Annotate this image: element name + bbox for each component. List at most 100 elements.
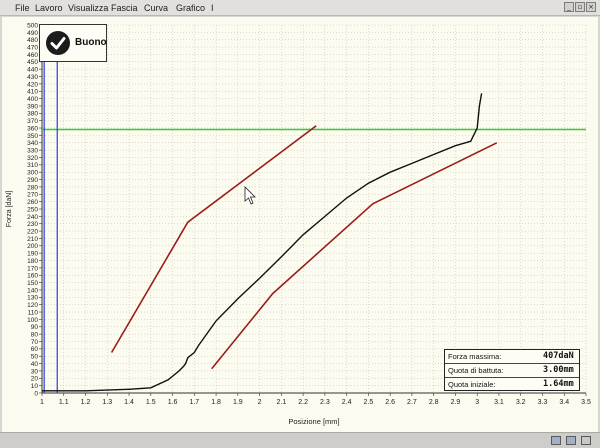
x-tick-label: 3.3 xyxy=(538,399,548,406)
y-tick-label: 350 xyxy=(27,133,38,140)
y-tick-label: 480 xyxy=(27,37,38,44)
y-tick-label: 80 xyxy=(31,332,39,339)
x-tick-label: 2 xyxy=(258,399,262,406)
y-tick-label: 340 xyxy=(27,140,38,147)
y-tick-label: 50 xyxy=(31,354,39,361)
y-tick-label: 230 xyxy=(27,221,38,228)
menu-help[interactable]: I xyxy=(211,3,214,13)
upper-limit-line xyxy=(110,125,317,353)
x-tick-label: 1 xyxy=(40,399,44,406)
menu-curva[interactable]: Curva xyxy=(144,3,169,13)
x-tick-label: 1.2 xyxy=(81,399,91,406)
x-tick-labels: 1 1.1 1.2 1.3 1.4 1.5 1.6 1.7 1.8 1.9 2 2.1 2.2 2.3 2.… xyxy=(40,399,591,406)
menu-bar: File Lavoro Visualizza Fascia Curva Graf… xyxy=(0,0,600,16)
menu-visualizza[interactable]: Visualizza xyxy=(68,3,109,13)
max-force-value: 407daN xyxy=(543,351,574,361)
x-tick-label: 1.9 xyxy=(233,399,243,406)
y-tick-label: 130 xyxy=(27,295,38,302)
y-tick-label: 470 xyxy=(27,44,38,51)
y-tick-label: 0 xyxy=(34,390,38,397)
y-tick-label: 150 xyxy=(27,280,38,287)
y-tick-label: 320 xyxy=(27,155,38,162)
y-tick-label: 100 xyxy=(27,317,38,324)
y-tick-label: 240 xyxy=(27,214,38,221)
menu-fascia[interactable]: Fascia xyxy=(111,3,138,13)
status-label: Buono xyxy=(75,37,107,48)
results-box: Forza massima: 407daN Quota di battuta: … xyxy=(444,349,580,391)
x-tick-label: 2.3 xyxy=(320,399,330,406)
y-tick-label: 220 xyxy=(27,228,38,235)
menu-lavoro[interactable]: Lavoro xyxy=(35,3,63,13)
close-button[interactable]: × xyxy=(586,2,596,12)
y-tick-label: 190 xyxy=(27,251,38,258)
x-tick-label: 1.8 xyxy=(211,399,221,406)
minimize-button[interactable]: _ xyxy=(564,2,574,12)
x-tick-label: 1.7 xyxy=(189,399,199,406)
stop-position-label: Quota di battuta: xyxy=(448,366,504,375)
check-icon xyxy=(46,31,70,55)
y-tick-label: 380 xyxy=(27,111,38,118)
x-axis-label: Posizione [mm] xyxy=(288,417,339,426)
y-tick-label: 210 xyxy=(27,236,38,243)
y-tick-label: 460 xyxy=(27,52,38,59)
x-tick-label: 2.9 xyxy=(451,399,461,406)
y-tick-label: 420 xyxy=(27,81,38,88)
y-tick-label: 370 xyxy=(27,118,38,125)
y-tick-label: 250 xyxy=(27,206,38,213)
result-row: Quota di battuta: 3.00mm xyxy=(445,364,579,378)
x-tick-label: 1.3 xyxy=(102,399,112,406)
result-row: Forza massima: 407daN xyxy=(445,350,579,364)
y-tick-label: 410 xyxy=(27,89,38,96)
y-tick-label: 170 xyxy=(27,265,38,272)
y-tick-label: 290 xyxy=(27,177,38,184)
network-icon xyxy=(551,436,561,445)
y-tick-label: 430 xyxy=(27,74,38,81)
y-tick-label: 10 xyxy=(31,383,39,390)
y-tick-label: 40 xyxy=(31,361,39,368)
y-axis-label: Forza [daN] xyxy=(6,191,13,228)
y-tick-label: 280 xyxy=(27,184,38,191)
x-tick-label: 3.4 xyxy=(559,399,569,406)
y-tick-label: 180 xyxy=(27,258,38,265)
x-tick-label: 1.1 xyxy=(59,399,69,406)
x-tick-label: 2.8 xyxy=(429,399,439,406)
y-tick-label: 390 xyxy=(27,103,38,110)
y-tick-label: 300 xyxy=(27,170,38,177)
start-position-label: Quota iniziale: xyxy=(448,380,496,389)
y-tick-label: 200 xyxy=(27,243,38,250)
x-tick-label: 2.5 xyxy=(364,399,374,406)
x-tick-label: 2.7 xyxy=(407,399,417,406)
y-tick-label: 270 xyxy=(27,192,38,199)
restore-button[interactable]: ▫ xyxy=(575,2,585,12)
y-tick-label: 140 xyxy=(27,287,38,294)
y-tick-label: 450 xyxy=(27,59,38,66)
stop-position-value: 3.00mm xyxy=(543,365,574,375)
start-position-value: 1.64mm xyxy=(543,379,574,389)
y-tick-label: 120 xyxy=(27,302,38,309)
mouse-cursor-icon xyxy=(244,186,256,205)
lower-limit-line xyxy=(211,142,498,370)
y-tick-label: 60 xyxy=(31,346,39,353)
y-tick-label: 30 xyxy=(31,368,39,375)
y-tick-label: 490 xyxy=(27,30,38,37)
menu-file[interactable]: File xyxy=(15,3,30,13)
y-tick-labels: 0102030405060708090100110120130140150160… xyxy=(27,22,38,397)
y-tick-label: 400 xyxy=(27,96,38,103)
keyboard-icon xyxy=(566,436,576,445)
y-tick-label: 20 xyxy=(31,376,39,383)
max-force-label: Forza massima: xyxy=(448,352,502,361)
x-tick-label: 1.5 xyxy=(146,399,156,406)
x-tick-label: 3.5 xyxy=(581,399,591,406)
y-tick-label: 360 xyxy=(27,125,38,132)
status-bar xyxy=(0,432,600,448)
y-tick-label: 260 xyxy=(27,199,38,206)
y-tick-label: 160 xyxy=(27,273,38,280)
result-row: Quota iniziale: 1.64mm xyxy=(445,378,579,391)
x-tick-label: 1.4 xyxy=(124,399,134,406)
y-tick-label: 70 xyxy=(31,339,39,346)
menu-grafico[interactable]: Grafico xyxy=(176,3,206,13)
y-tick-label: 500 xyxy=(27,22,38,29)
y-tick-label: 310 xyxy=(27,162,38,169)
x-tick-label: 2.1 xyxy=(276,399,286,406)
printer-icon xyxy=(581,436,591,445)
